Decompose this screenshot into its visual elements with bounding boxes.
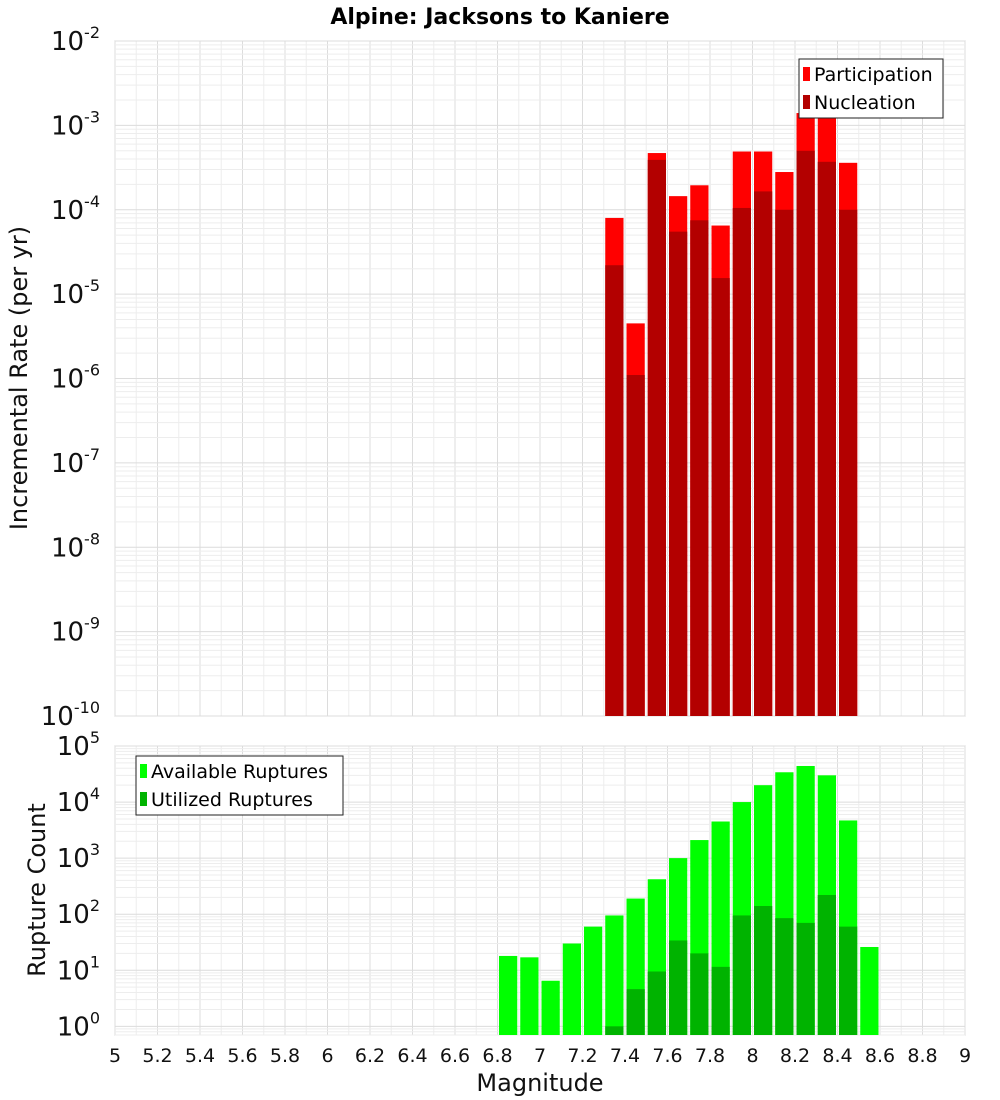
rate-bar-nucleation bbox=[690, 220, 709, 717]
count-bar-utilized-ruptures bbox=[690, 953, 709, 1035]
count-bar-available-ruptures bbox=[584, 926, 603, 1035]
x-tick-label: 5.2 bbox=[142, 1045, 172, 1067]
x-tick-label: 8.6 bbox=[865, 1045, 895, 1067]
rate-bar-nucleation bbox=[647, 159, 666, 717]
x-tick-label: 6.2 bbox=[355, 1045, 385, 1067]
x-tick-label: 5.4 bbox=[185, 1045, 215, 1067]
count-bar-utilized-ruptures bbox=[626, 989, 645, 1035]
x-tick-label: 7.2 bbox=[567, 1045, 597, 1067]
y-tick-label: 102 bbox=[57, 896, 100, 930]
x-tick-label: 6.6 bbox=[440, 1045, 470, 1067]
rate-bar-nucleation bbox=[669, 231, 688, 716]
rate-bar-nucleation bbox=[775, 209, 794, 716]
x-tick-label: 5 bbox=[109, 1045, 121, 1067]
top-y-axis-label: Incremental Rate (per yr) bbox=[5, 226, 33, 530]
x-tick-label: 8.2 bbox=[780, 1045, 810, 1067]
rupture-count-plot: 105 104 103 102 101 100 5 5.2 5.4 5.6 5.8 6 6.2 6.4 6… bbox=[23, 728, 971, 1097]
legend-label: Participation bbox=[814, 64, 933, 86]
x-tick-label: 7.8 bbox=[695, 1045, 725, 1067]
x-tick-label: 5.8 bbox=[270, 1045, 300, 1067]
count-bar-available-ruptures bbox=[520, 957, 539, 1035]
x-tick-label: 6.8 bbox=[482, 1045, 512, 1067]
legend-box bbox=[135, 755, 344, 816]
count-bar-available-ruptures bbox=[860, 946, 879, 1035]
x-tick-label: 8 bbox=[746, 1045, 758, 1067]
top-legend: Participation Nucleation bbox=[798, 58, 944, 119]
count-bar-available-ruptures bbox=[541, 980, 560, 1035]
legend-swatch bbox=[803, 95, 810, 109]
count-bar-available-ruptures bbox=[562, 943, 581, 1035]
y-tick-label: 105 bbox=[57, 728, 100, 762]
rate-bar-nucleation bbox=[754, 191, 773, 717]
count-bar-utilized-ruptures bbox=[754, 905, 773, 1035]
legend-box bbox=[798, 58, 944, 119]
count-bar-utilized-ruptures bbox=[775, 918, 794, 1035]
legend-swatch bbox=[140, 792, 147, 806]
y-tick-label: 10-5 bbox=[51, 276, 100, 310]
rate-bar-nucleation bbox=[711, 278, 730, 716]
y-tick-label: 104 bbox=[57, 784, 100, 818]
x-tick-label: 8.8 bbox=[907, 1045, 937, 1067]
x-tick-label: 6.4 bbox=[397, 1045, 427, 1067]
count-bar-utilized-ruptures bbox=[796, 922, 815, 1035]
top-y-tick-labels: 10-2 10-3 10-4 10-5 10-6 10-7 10-8 10-9 10-10 bbox=[41, 23, 100, 732]
y-tick-label: 10-10 bbox=[41, 698, 100, 732]
participation-nucleation-plot: 10-2 10-3 10-4 10-5 10-6 10-7 10-8 10-9 10-10 In… bbox=[5, 23, 966, 732]
y-tick-label: 10-3 bbox=[51, 107, 100, 141]
bottom-bars bbox=[499, 765, 879, 1035]
x-tick-labels: 5 5.2 5.4 5.6 5.8 6 6.2 6.4 6.6 6.8 7 7.2 7.4 7.6 7.8 8… bbox=[109, 1045, 971, 1067]
rate-bar-nucleation bbox=[732, 207, 751, 716]
rate-bar-nucleation bbox=[626, 375, 645, 716]
x-tick-label: 7.4 bbox=[610, 1045, 640, 1067]
top-bars bbox=[605, 113, 858, 717]
y-tick-label: 101 bbox=[57, 952, 100, 986]
y-tick-label: 100 bbox=[57, 1008, 100, 1042]
top-grid bbox=[114, 40, 966, 717]
count-bar-utilized-ruptures bbox=[647, 971, 666, 1035]
rate-bar-nucleation bbox=[839, 209, 858, 716]
legend-label: Utilized Ruptures bbox=[151, 789, 313, 811]
y-tick-label: 10-2 bbox=[51, 23, 100, 57]
y-tick-label: 10-8 bbox=[51, 529, 100, 563]
legend-label: Available Ruptures bbox=[151, 761, 328, 783]
x-tick-label: 9 bbox=[959, 1045, 971, 1067]
count-bar-available-ruptures bbox=[605, 915, 624, 1035]
x-tick-label: 8.4 bbox=[822, 1045, 852, 1067]
y-tick-label: 10-7 bbox=[51, 445, 100, 479]
x-axis-label: Magnitude bbox=[476, 1069, 603, 1097]
chart-title: Alpine: Jacksons to Kaniere bbox=[330, 5, 669, 30]
rate-bar-nucleation bbox=[605, 265, 624, 716]
count-bar-utilized-ruptures bbox=[711, 966, 730, 1035]
y-tick-label: 103 bbox=[57, 840, 100, 874]
count-bar-utilized-ruptures bbox=[839, 926, 858, 1035]
bottom-y-tick-labels: 105 104 103 102 101 100 bbox=[57, 728, 100, 1042]
count-bar-utilized-ruptures bbox=[605, 1026, 624, 1035]
y-tick-label: 10-6 bbox=[51, 361, 100, 395]
legend-swatch bbox=[140, 764, 147, 778]
rate-bar-nucleation bbox=[817, 161, 836, 716]
bottom-y-axis-label: Rupture Count bbox=[23, 803, 51, 977]
bottom-legend: Available Ruptures Utilized Ruptures bbox=[135, 755, 344, 816]
x-tick-label: 6 bbox=[321, 1045, 333, 1067]
y-tick-label: 10-9 bbox=[51, 614, 100, 648]
count-bar-utilized-ruptures bbox=[732, 915, 751, 1035]
y-tick-label: 10-4 bbox=[51, 192, 100, 226]
x-tick-label: 7.6 bbox=[652, 1045, 682, 1067]
count-bar-utilized-ruptures bbox=[669, 940, 688, 1035]
x-tick-label: 5.6 bbox=[227, 1045, 257, 1067]
count-bar-available-ruptures bbox=[499, 955, 518, 1035]
x-tick-label: 7 bbox=[534, 1045, 546, 1067]
count-bar-utilized-ruptures bbox=[817, 894, 836, 1035]
legend-label: Nucleation bbox=[814, 92, 916, 114]
rate-bar-nucleation bbox=[796, 150, 815, 716]
legend-swatch bbox=[803, 67, 810, 81]
